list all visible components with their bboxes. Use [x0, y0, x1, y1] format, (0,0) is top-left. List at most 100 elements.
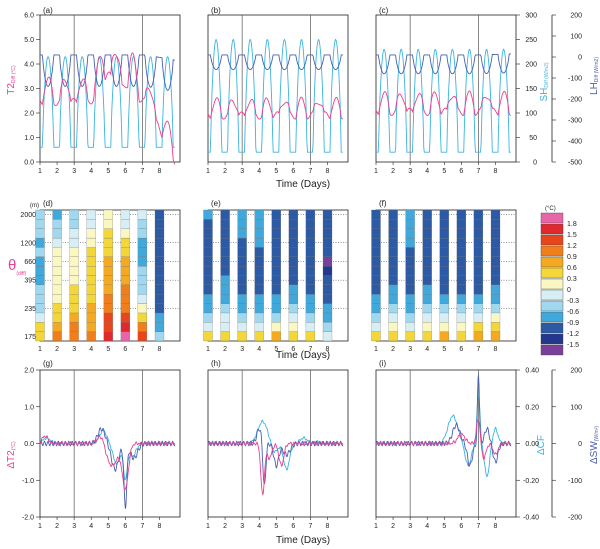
row3-right-axis-title-cf: ΔCF: [536, 435, 547, 455]
heatmap-cell: [120, 275, 131, 285]
heatmap-cell: [69, 312, 79, 323]
heatmap-cell: [35, 331, 45, 342]
heatmap-cell: [388, 247, 398, 257]
heatmap-cell: [203, 265, 213, 276]
heatmap-cell: [456, 284, 467, 295]
row1-sh-tick-label: 50: [529, 135, 537, 142]
heatmap-cell: [439, 284, 449, 295]
heatmap-cell: [220, 312, 230, 323]
row1-panel-frame: [207, 14, 349, 163]
heatmap-cell: [120, 237, 131, 248]
heatmap-cell: [52, 228, 62, 239]
row2-x-tick-label: 1: [206, 346, 210, 353]
heatmap-cell: [288, 209, 299, 220]
row1-x-tick-label: 1: [38, 168, 42, 175]
row1-x-tick-label: 5: [274, 168, 278, 175]
heatmap-cell: [490, 247, 501, 257]
heatmap-cell: [473, 256, 484, 267]
heatmap-cell: [288, 303, 299, 314]
heatmap-cell: [490, 265, 501, 276]
legend-swatch: [540, 344, 564, 356]
heatmap-cell: [137, 228, 148, 239]
heatmap-cell: [86, 237, 96, 248]
heatmap-cell: [120, 284, 131, 295]
heatmap-cell: [254, 312, 264, 323]
heatmap-cell: [288, 247, 299, 257]
heatmap-cell: [203, 303, 213, 314]
row1-lh-tick-label: -200: [568, 97, 582, 104]
heatmap-cell: [473, 322, 484, 332]
heatmap-cell: [371, 322, 381, 332]
heatmap-cell: [69, 256, 79, 267]
heatmap-cell: [405, 209, 415, 220]
heatmap-cell: [422, 228, 432, 239]
heatmap-cell: [405, 284, 415, 295]
legend-label: -1.2: [567, 331, 579, 338]
heatmap-cell: [322, 284, 333, 295]
row1-panel-frame: [39, 14, 181, 163]
heatmap-cell: [254, 303, 264, 314]
heatmap-cell: [456, 237, 467, 248]
row3-x-tick-label: 5: [106, 523, 110, 530]
heatmap-cell: [103, 228, 113, 239]
heatmap-cell: [52, 219, 62, 229]
heatmap-cell: [288, 312, 299, 323]
row1-x-tick-label: 8: [326, 168, 330, 175]
row1-x-tick-label: 3: [240, 168, 244, 175]
heatmap-cell: [35, 265, 45, 276]
heatmap-cell: [86, 265, 96, 276]
heatmap-cell: [254, 284, 264, 295]
row3-x-tick-label: 7: [476, 523, 480, 530]
heatmap-cell: [103, 247, 113, 257]
row1-x-tick-label: 6: [123, 168, 127, 175]
heatmap-cell: [490, 331, 501, 342]
heatmap-cell: [439, 256, 449, 267]
row3-x-tick-label: 7: [140, 523, 144, 530]
heatmap-cell: [439, 312, 449, 323]
heatmap-cell: [220, 247, 230, 257]
heatmap-cell: [305, 284, 316, 295]
heatmap-cell: [120, 247, 131, 257]
heatmap-cell: [203, 294, 213, 304]
heatmap-cell: [120, 265, 131, 276]
heatmap-cell: [254, 256, 264, 267]
heatmap-cell: [120, 294, 131, 304]
heatmap-cell: [322, 312, 333, 323]
heatmap-cell: [237, 294, 247, 304]
heatmap-cell: [237, 284, 247, 295]
heatmap-cell: [422, 322, 432, 332]
heatmap-cell: [473, 237, 484, 248]
heatmap-cell: [86, 275, 96, 285]
heatmap-cell: [86, 256, 96, 267]
heatmap-cell: [35, 209, 45, 220]
row3-left-tick-label: -1.0: [22, 478, 34, 485]
heatmap-cell: [388, 265, 398, 276]
heatmap-cell: [322, 209, 333, 220]
heatmap-cell: [422, 256, 432, 267]
dcf-line: [375, 392, 512, 478]
row2-x-tick-label: 8: [494, 346, 498, 353]
row2-y-tick-label: 395: [24, 278, 36, 285]
legend-label: 1.2: [567, 243, 577, 250]
row3-left-tick-label: 1.0: [24, 404, 34, 411]
row1-x-tick-label: 1: [206, 168, 210, 175]
row3-x-tick-label: 5: [274, 523, 278, 530]
heatmap-cell: [220, 237, 230, 248]
heatmap-cell: [271, 247, 281, 257]
heatmap-cell: [456, 219, 467, 229]
heatmap-cell: [86, 228, 96, 239]
row2-y-tick-label: 175: [24, 334, 36, 341]
heatmap-cell: [439, 275, 449, 285]
heatmap-cell: [439, 265, 449, 276]
row1-lh-tick-label: 200: [570, 13, 582, 20]
heatmap-cell: [69, 303, 79, 314]
heatmap-cell: [120, 312, 131, 323]
heatmap-cell: [271, 312, 281, 323]
legend-label: -1.5: [567, 342, 579, 349]
heatmap-cell: [490, 312, 501, 323]
heatmap-cell: [237, 219, 247, 229]
row1-right-axis-title-lh: LHDiff (W/m2): [589, 57, 600, 95]
row3-x-tick-label: 3: [240, 523, 244, 530]
heatmap-cell: [137, 275, 148, 285]
row3-sw-tick-label: 100: [570, 404, 582, 411]
